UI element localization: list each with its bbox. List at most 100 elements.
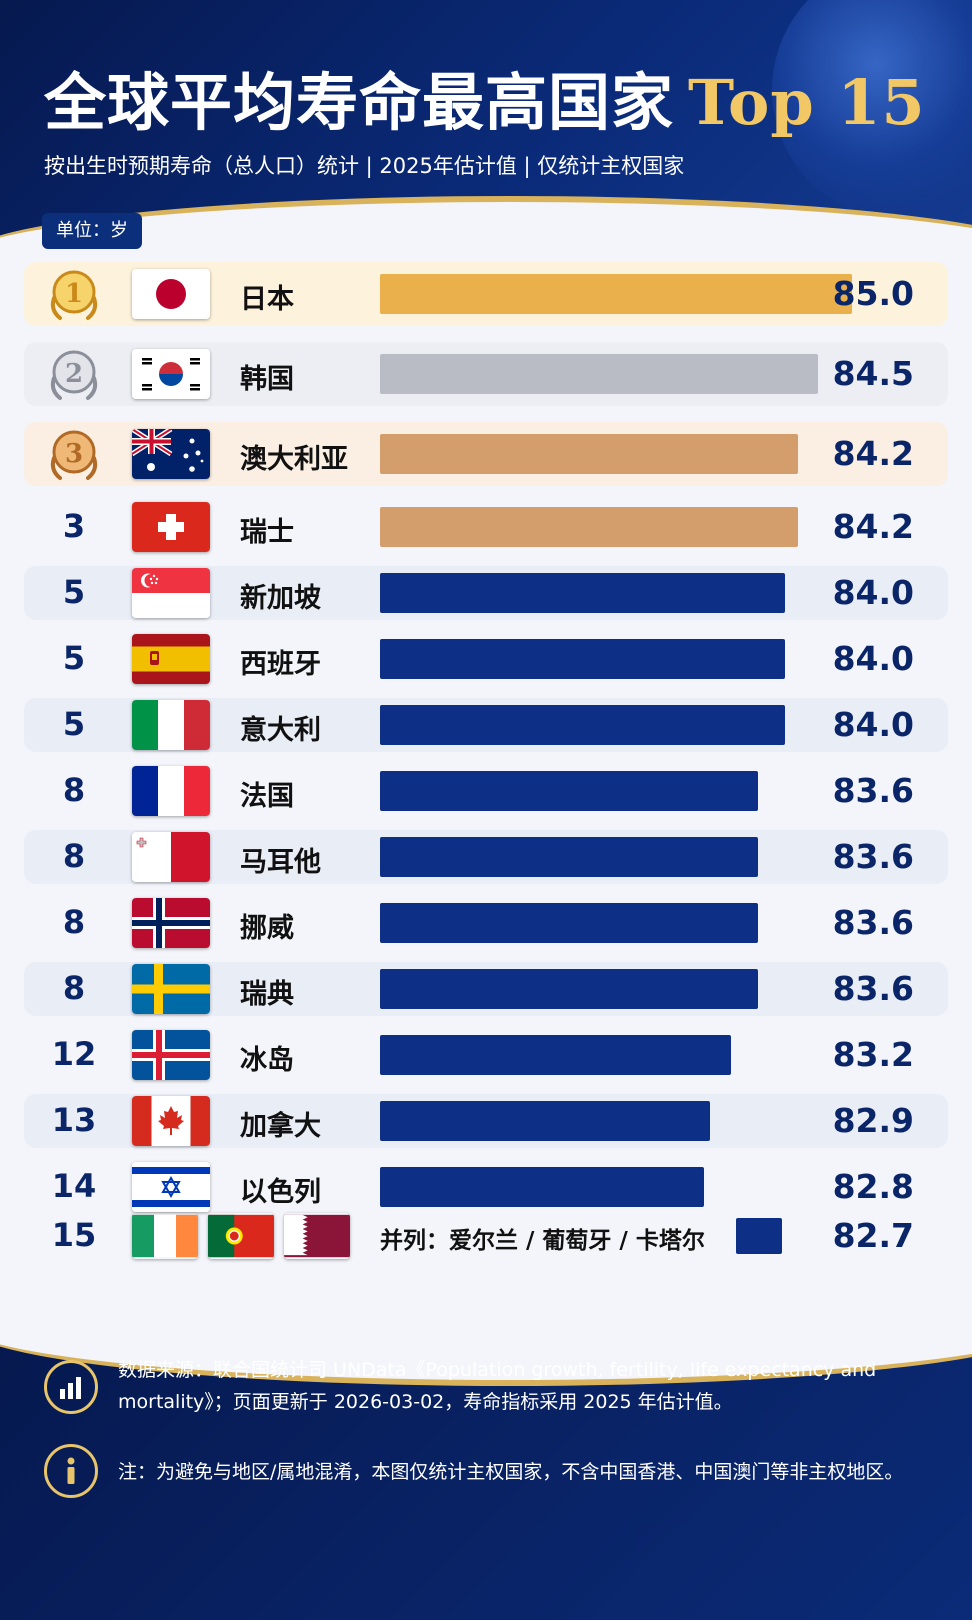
value-label: 84.0 [832, 705, 914, 744]
country-label: 日本 [240, 284, 294, 315]
chart-row: 1 日本 85.0 [24, 262, 948, 326]
value-bar [380, 837, 758, 877]
chart-row: 5 意大利 84.0 [24, 698, 948, 752]
flag-portugal-icon [208, 1213, 274, 1259]
country-label: 澳大利亚 [240, 444, 348, 475]
rank-label: 3 [62, 507, 86, 545]
rank-label: 5 [62, 705, 86, 743]
rank-label: 13 [51, 1101, 97, 1139]
footer-panel: 数据来源：联合国统计司 UNData《Population growth, fe… [0, 1340, 972, 1620]
country-label: 瑞典 [240, 979, 294, 1010]
value-bar [380, 771, 758, 811]
value-label: 84.5 [832, 354, 914, 393]
country-label: 加拿大 [240, 1111, 321, 1142]
chart-row: 8 马耳他 83.6 [24, 830, 948, 884]
note-text: 注：为避免与地区/属地混淆，本图仅统计主权国家，不含中国香港、中国澳门等非主权地… [118, 1461, 904, 1483]
value-label: 85.0 [832, 274, 914, 313]
value-bar [380, 705, 785, 745]
chart-row: 2 韩国 84.5 [24, 342, 948, 406]
chart-row: 8 法国 83.6 [24, 764, 948, 818]
page-subtitle: 按出生时预期寿命（总人口）统计 | 2025年估计值 | 仅统计主权国家 [44, 154, 685, 178]
flag-malta-icon [132, 832, 210, 882]
value-bar [736, 1218, 782, 1254]
value-bar [380, 1167, 704, 1207]
rank-label: 15 [51, 1216, 97, 1254]
flag-qatar-icon [284, 1213, 350, 1259]
chart-row: 8 挪威 83.6 [24, 896, 948, 950]
value-bar [380, 573, 785, 613]
chart-row: 3 瑞士 84.2 [24, 500, 948, 554]
flag-switzerland-icon [132, 502, 210, 552]
rank-label: 5 [62, 639, 86, 677]
chart-row: 13 加拿大 82.9 [24, 1094, 948, 1148]
country-label: 挪威 [240, 913, 294, 944]
country-label: 西班牙 [240, 649, 321, 680]
svg-text:2: 2 [65, 359, 83, 389]
value-bar [380, 507, 799, 547]
flag-singapore-icon [132, 568, 210, 618]
rank-label: 14 [51, 1167, 97, 1205]
value-bar [380, 434, 799, 474]
value-label: 84.0 [832, 639, 914, 678]
flag-france-icon [132, 766, 210, 816]
rank-label: 5 [62, 573, 86, 611]
flag-japan-icon [132, 269, 210, 319]
tie-label: 并列：爱尔兰 / 葡萄牙 / 卡塔尔 [380, 1228, 705, 1254]
value-label: 84.2 [832, 434, 914, 473]
rank-label: 8 [62, 837, 86, 875]
value-bar [380, 274, 852, 314]
unit-label: 单位：岁 [42, 213, 142, 249]
value-bar [380, 1035, 731, 1075]
value-label: 83.6 [832, 837, 914, 876]
value-bar [380, 969, 758, 1009]
value-label: 83.6 [832, 969, 914, 1008]
flag-sweden-icon [132, 964, 210, 1014]
chart-row: 3 澳大利亚 84.2 [24, 422, 948, 486]
country-label: 瑞士 [240, 517, 294, 548]
country-label: 意大利 [240, 715, 321, 746]
flag-italy-icon [132, 700, 210, 750]
bar-chart-icon [44, 1360, 98, 1414]
flag-norway-icon [132, 898, 210, 948]
header-banner: 全球平均寿命最高国家 Top 15 按出生时预期寿命（总人口）统计 | 2025年… [0, 0, 972, 240]
flag-iceland-icon [132, 1030, 210, 1080]
svg-text:1: 1 [65, 279, 83, 309]
country-label: 马耳他 [240, 847, 321, 878]
chart-row: 14 以色列 82.8 [24, 1160, 948, 1214]
country-label: 冰岛 [240, 1045, 294, 1076]
value-label: 84.2 [832, 507, 914, 546]
chart-row: 8 瑞典 83.6 [24, 962, 948, 1016]
value-label: 82.8 [832, 1167, 914, 1206]
value-bar [380, 1101, 711, 1141]
value-label: 82.9 [832, 1101, 914, 1140]
flag-australia-icon [132, 429, 210, 479]
page-title: 全球平均寿命最高国家 Top 15 [44, 66, 926, 139]
value-label: 82.7 [832, 1216, 914, 1255]
gold-medal-icon: 1 [44, 264, 104, 324]
country-label: 法国 [240, 781, 294, 812]
flag-spain-icon [132, 634, 210, 684]
flag-ireland-icon [132, 1213, 198, 1259]
chart-row: 5 西班牙 84.0 [24, 632, 948, 686]
value-label: 83.6 [832, 771, 914, 810]
header-divider [0, 196, 972, 240]
rank-label: 8 [62, 969, 86, 1007]
rank-label: 8 [62, 903, 86, 941]
country-label: 以色列 [240, 1177, 321, 1208]
rank-label: 12 [51, 1035, 97, 1073]
value-bar [380, 354, 819, 394]
flag-canada-icon [132, 1096, 210, 1146]
value-label: 83.6 [832, 903, 914, 942]
title-highlight: Top 15 [688, 66, 926, 139]
value-label: 84.0 [832, 573, 914, 612]
value-bar [380, 903, 758, 943]
tie-row: 15 并列：爱尔兰 / 葡萄牙 / 卡塔尔 82.7 [24, 1204, 948, 1268]
value-bar [380, 639, 785, 679]
value-label: 83.2 [832, 1035, 914, 1074]
country-label: 新加坡 [240, 583, 321, 614]
chart-row: 5 新加坡 84.0 [24, 566, 948, 620]
country-label: 韩国 [240, 364, 294, 395]
rank-label: 8 [62, 771, 86, 809]
bronze-medal-icon: 3 [44, 424, 104, 484]
flag-south-korea-icon [132, 349, 210, 399]
